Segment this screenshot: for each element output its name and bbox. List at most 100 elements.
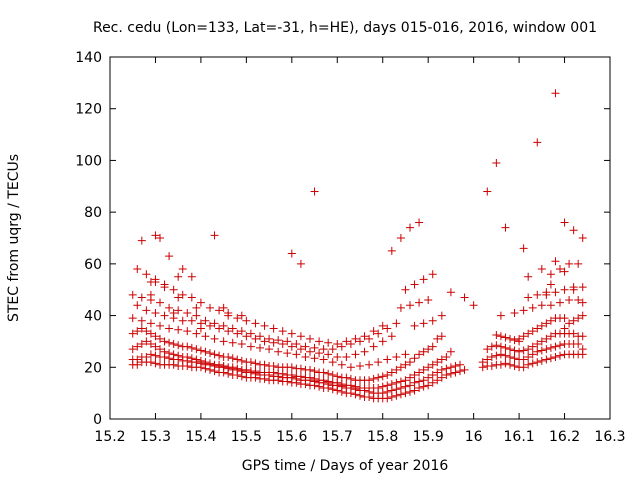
- data-point: [328, 358, 337, 367]
- data-point: [410, 280, 419, 289]
- data-point: [192, 329, 201, 338]
- data-point: [556, 341, 564, 350]
- data-point: [165, 338, 174, 347]
- data-point: [346, 374, 355, 383]
- data-point: [524, 352, 533, 361]
- data-point: [506, 352, 514, 361]
- data-point: [133, 265, 142, 274]
- data-point: [524, 293, 533, 302]
- x-axis-title: GPS time / Days of year 2016: [242, 458, 449, 474]
- data-point: [160, 337, 169, 346]
- data-point: [160, 347, 169, 356]
- data-point: [192, 355, 201, 364]
- data-point: [415, 298, 424, 307]
- data-point: [533, 290, 542, 299]
- data-point: [569, 285, 578, 294]
- data-point: [237, 356, 246, 365]
- data-point: [556, 265, 564, 274]
- y-tick-label: 60: [84, 257, 102, 273]
- data-point: [296, 345, 305, 354]
- data-point: [442, 352, 451, 361]
- data-point: [246, 342, 255, 351]
- data-point: [419, 319, 428, 328]
- data-point: [501, 333, 510, 342]
- data-point: [528, 303, 537, 312]
- data-point: [296, 332, 305, 341]
- data-point: [428, 371, 437, 380]
- data-point: [378, 321, 387, 330]
- data-point: [301, 342, 310, 351]
- data-point: [269, 338, 278, 347]
- data-point: [469, 301, 478, 310]
- data-point: [578, 311, 587, 320]
- data-point: [215, 324, 224, 333]
- data-point: [151, 332, 160, 341]
- data-point: [274, 336, 283, 345]
- data-point: [383, 371, 392, 380]
- data-point: [383, 355, 392, 364]
- data-point: [410, 354, 419, 363]
- x-tick-label: 15.2: [94, 429, 125, 445]
- data-point: [424, 373, 433, 382]
- data-point: [265, 345, 274, 354]
- data-point: [456, 360, 464, 369]
- data-point: [433, 334, 442, 343]
- data-point: [160, 311, 169, 320]
- data-point: [219, 337, 228, 346]
- data-point: [233, 314, 242, 323]
- y-tick-label: 120: [75, 102, 102, 118]
- data-point: [528, 359, 537, 368]
- data-point: [501, 351, 510, 360]
- data-point: [415, 368, 424, 377]
- data-point: [137, 316, 146, 325]
- data-point: [165, 252, 174, 261]
- data-point: [519, 332, 528, 341]
- y-tick-label: 40: [84, 309, 102, 325]
- data-point: [433, 376, 442, 385]
- data-point: [428, 378, 437, 387]
- data-point: [360, 332, 369, 341]
- data-point: [206, 321, 214, 330]
- data-point: [446, 288, 455, 297]
- data-point: [487, 342, 496, 351]
- data-point: [546, 332, 555, 341]
- data-point: [396, 303, 405, 312]
- data-point: [560, 267, 569, 276]
- data-point: [506, 360, 514, 369]
- x-tick-label: 16: [465, 429, 483, 445]
- data-point: [496, 350, 505, 359]
- data-point: [215, 351, 224, 360]
- data-point: [151, 342, 160, 351]
- data-point: [542, 334, 551, 343]
- data-point: [260, 337, 269, 346]
- data-point: [524, 360, 533, 369]
- data-point: [546, 354, 555, 363]
- data-point: [537, 265, 546, 274]
- data-point: [510, 361, 519, 370]
- data-point: [269, 361, 278, 370]
- data-point: [142, 306, 151, 315]
- data-point: [524, 272, 533, 281]
- data-point: [287, 329, 296, 338]
- data-point: [146, 358, 155, 367]
- data-point: [137, 340, 146, 349]
- data-point: [278, 340, 287, 349]
- data-point: [242, 332, 251, 341]
- data-point: [296, 372, 305, 381]
- data-point: [306, 373, 314, 382]
- data-point: [337, 342, 346, 351]
- data-point: [424, 363, 433, 372]
- data-point: [401, 376, 410, 385]
- data-point: [406, 301, 414, 310]
- data-point: [546, 316, 555, 325]
- data-point: [133, 355, 142, 364]
- data-point: [442, 364, 451, 373]
- data-point: [378, 337, 387, 346]
- data-point: [510, 336, 519, 345]
- data-point: [483, 345, 492, 354]
- data-point: [542, 319, 551, 328]
- data-point: [519, 346, 528, 355]
- data-point: [133, 301, 142, 310]
- data-point: [528, 342, 537, 351]
- y-tick-label: 100: [75, 153, 102, 169]
